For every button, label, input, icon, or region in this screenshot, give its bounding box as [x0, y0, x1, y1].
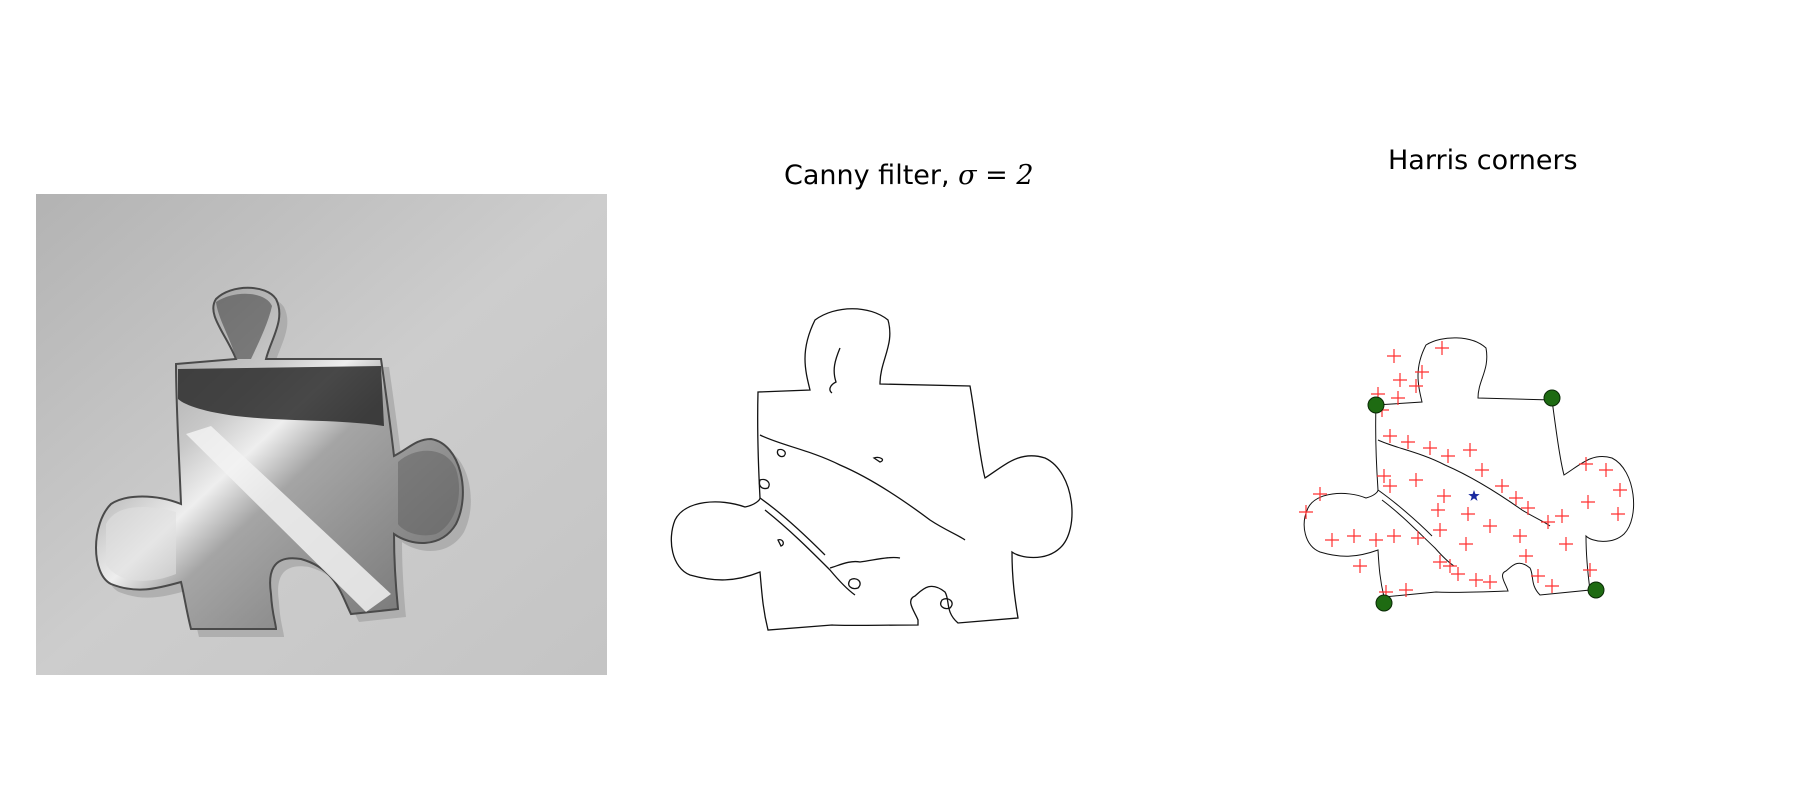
harris-corner-marker — [1599, 463, 1613, 477]
harris-corner-marker — [1495, 479, 1509, 493]
harris-panel — [1290, 330, 1670, 630]
harris-corner-marker — [1541, 515, 1555, 529]
canny-edges — [670, 308, 1073, 631]
harris-corner-marker — [1383, 479, 1397, 493]
harris-corner-marker — [1581, 495, 1595, 509]
harris-corner-marker — [1459, 537, 1473, 551]
harris-corner-marker — [1521, 501, 1535, 515]
harris-corner-marker — [1545, 579, 1559, 593]
canny-outline — [670, 308, 1073, 631]
canny-title-text: Canny filter, — [784, 160, 959, 191]
harris-corner-marker — [1299, 505, 1313, 519]
harris-corner-marker — [1409, 379, 1423, 393]
harris-corner-marker — [1443, 559, 1457, 573]
harris-corner-marker — [1391, 391, 1405, 405]
canny-title-symbol: σ = 2 — [958, 160, 1034, 191]
harris-corner-marker — [1409, 473, 1423, 487]
harris-corner-marker — [1437, 489, 1451, 503]
harris-corner-marker — [1415, 365, 1429, 379]
harris-corner-marker — [1411, 531, 1425, 545]
harris-corner-marker — [1431, 503, 1445, 517]
harris-corner-marker — [1383, 429, 1397, 443]
harris-corner-marker — [1435, 341, 1449, 355]
harris-corner-marker — [1325, 533, 1339, 547]
harris-corner-marker — [1423, 441, 1437, 455]
harris-corner-marker — [1387, 529, 1401, 543]
canny-diagonal-edge — [759, 434, 966, 541]
harris-corner-marker — [1463, 443, 1477, 457]
outer-corner-marker — [1543, 389, 1561, 407]
canny-panel — [660, 300, 1100, 650]
harris-corner-marker — [1579, 457, 1593, 471]
harris-corner-marker — [1531, 569, 1545, 583]
harris-corner-marker — [1313, 487, 1327, 501]
center-star-marker — [1468, 490, 1480, 501]
puzzle-photo — [36, 194, 607, 675]
harris-corner-marker — [1347, 529, 1361, 543]
harris-corner-marker — [1401, 435, 1415, 449]
harris-corner-marker — [1611, 507, 1625, 521]
photo-panel — [36, 194, 607, 675]
harris-corner-marker — [1433, 555, 1447, 569]
harris-edges — [1303, 337, 1635, 598]
outer-corner-marker — [1375, 594, 1393, 612]
harris-corner-marker — [1555, 509, 1569, 523]
harris-corner-marker — [1387, 349, 1401, 363]
harris-corner-marker — [1461, 507, 1475, 521]
harris-corner-marker — [1475, 463, 1489, 477]
harris-corner-marker — [1483, 519, 1497, 533]
harris-corner-marker — [1369, 533, 1383, 547]
harris-corner-marker — [1613, 483, 1627, 497]
harris-corner-marker — [1469, 573, 1483, 587]
harris-corner-marker — [1399, 583, 1413, 597]
harris-corner-marker — [1353, 559, 1367, 573]
harris-corner-marker — [1451, 567, 1465, 581]
harris-corner-marker — [1483, 575, 1497, 589]
harris-corner-marker — [1377, 469, 1391, 483]
harris-corner-marker — [1513, 529, 1527, 543]
harris-corner-marker — [1583, 563, 1597, 577]
harris-corners-plot — [1299, 337, 1635, 612]
canny-title: Canny filter, σ = 2 — [784, 160, 1034, 191]
harris-corner-marker — [1559, 537, 1573, 551]
harris-corner-marker — [1393, 373, 1407, 387]
harris-corner-marker — [1509, 491, 1523, 505]
harris-corner-marker — [1441, 449, 1455, 463]
harris-corner-marker — [1433, 523, 1447, 537]
harris-corner-marker — [1519, 549, 1533, 563]
outer-corner-marker — [1367, 396, 1385, 414]
harris-title: Harris corners — [1388, 145, 1578, 176]
outer-corner-marker — [1587, 581, 1605, 599]
